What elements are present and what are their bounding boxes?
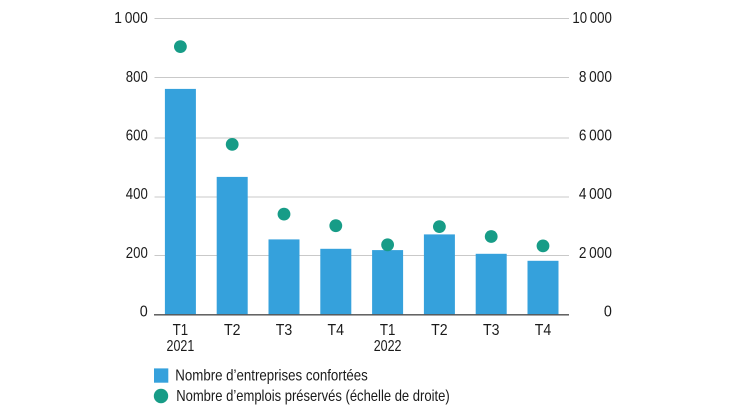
svg-text:T4: T4: [328, 322, 345, 339]
svg-text:4 000: 4 000: [579, 186, 612, 203]
svg-text:1 000: 1 000: [114, 10, 148, 27]
svg-text:800: 800: [126, 69, 148, 86]
svg-text:2 000: 2 000: [579, 245, 612, 262]
svg-text:200: 200: [126, 245, 148, 262]
svg-text:10 000: 10 000: [572, 10, 612, 27]
svg-text:T2: T2: [224, 322, 241, 339]
svg-text:T4: T4: [535, 322, 552, 339]
svg-text:Nombre d’emplois préservés (éc: Nombre d’emplois préservés (échelle de d…: [176, 388, 450, 405]
svg-text:T3: T3: [483, 322, 500, 339]
svg-text:6 000: 6 000: [579, 128, 612, 145]
svg-text:2021: 2021: [167, 338, 195, 355]
svg-text:0: 0: [140, 304, 148, 321]
svg-text:0: 0: [604, 304, 612, 321]
svg-text:T1: T1: [380, 322, 396, 339]
svg-text:600: 600: [126, 128, 148, 145]
svg-text:T1: T1: [173, 322, 189, 339]
svg-text:8 000: 8 000: [579, 69, 612, 86]
svg-text:2022: 2022: [374, 338, 402, 355]
svg-text:T2: T2: [431, 322, 448, 339]
svg-text:400: 400: [126, 186, 148, 203]
svg-text:T3: T3: [276, 322, 293, 339]
svg-text:Nombre d’entreprises confortée: Nombre d’entreprises confortées: [175, 368, 367, 385]
